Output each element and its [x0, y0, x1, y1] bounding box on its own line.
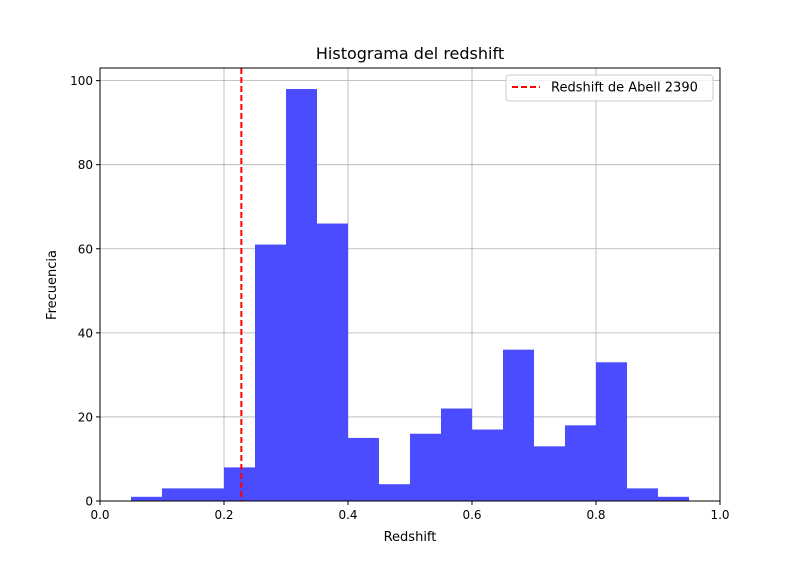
x-tick-label-2: 0.4: [338, 508, 357, 522]
y-axis-ticks: 0 20 40 60 80 100: [70, 74, 100, 509]
histogram-bar-14: [565, 425, 596, 501]
histogram-bar-5: [286, 89, 317, 502]
y-tick-label-3: 60: [78, 242, 93, 256]
legend-box: [505, 74, 714, 102]
x-tick-label-1: 0.2: [214, 508, 233, 522]
histogram-bar-16: [627, 488, 658, 501]
x-tick-label-4: 0.8: [586, 508, 605, 522]
chart-title: Histograma del redshift: [316, 44, 504, 63]
histogram-bar-17: [658, 496, 689, 501]
y-tick-label-1: 20: [78, 410, 93, 424]
y-axis-label: Frecuencia: [45, 250, 60, 320]
x-axis-label: Redshift: [384, 530, 437, 545]
histogram-bar-9: [410, 433, 441, 501]
histogram-bar-10: [441, 408, 472, 501]
y-tick-label-4: 80: [78, 158, 93, 172]
x-axis-ticks: 0.0 0.2 0.4 0.6 0.8 1.0: [90, 501, 730, 522]
legend: Redshift de Abell 2390: [505, 74, 714, 102]
histogram-bar-1: [162, 488, 193, 501]
histogram-bar-4: [255, 244, 286, 501]
histogram-bar-6: [317, 223, 348, 501]
legend-label: Redshift de Abell 2390: [551, 81, 698, 96]
histogram-bar-15: [596, 362, 627, 501]
plot-frame: [99, 67, 721, 502]
histogram-bar-0: [131, 496, 162, 501]
histogram-bar-7: [348, 437, 379, 501]
y-tick-label-5: 100: [70, 74, 93, 88]
histogram-bar-13: [534, 446, 565, 501]
histogram-bar-11: [472, 429, 503, 501]
histogram-bar-12: [503, 349, 534, 501]
y-tick-label-0: 0: [85, 495, 93, 509]
x-tick-label-5: 1.0: [710, 508, 729, 522]
x-tick-label-3: 0.6: [462, 508, 481, 522]
histogram-bar-2: [193, 488, 224, 501]
histogram-bar-3: [224, 467, 255, 501]
y-tick-label-2: 40: [78, 326, 93, 340]
histogram-bar-8: [379, 484, 410, 501]
histogram-bars: [131, 89, 689, 502]
x-tick-label-0: 0.0: [90, 508, 109, 522]
